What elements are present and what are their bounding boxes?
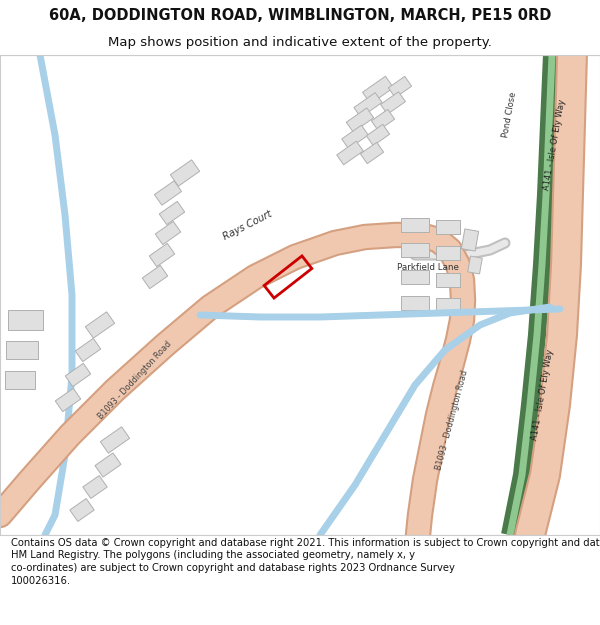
Polygon shape [354,92,382,118]
Polygon shape [149,243,175,267]
Polygon shape [362,76,394,104]
Polygon shape [371,109,395,131]
Text: Contains OS data © Crown copyright and database right 2021. This information is : Contains OS data © Crown copyright and d… [11,538,600,586]
Polygon shape [100,427,130,453]
Polygon shape [83,476,107,499]
Polygon shape [346,108,374,132]
Polygon shape [361,142,383,164]
Polygon shape [401,243,429,257]
Polygon shape [159,201,185,224]
Polygon shape [155,221,181,244]
Polygon shape [436,298,460,312]
Polygon shape [436,273,460,287]
Polygon shape [380,92,406,114]
Polygon shape [468,256,482,274]
Polygon shape [436,220,460,234]
Polygon shape [367,124,389,146]
Polygon shape [142,266,168,289]
Polygon shape [461,229,479,251]
Text: A141 - Isle Of Ely Way: A141 - Isle Of Ely Way [530,349,556,441]
Polygon shape [65,363,91,387]
Polygon shape [401,270,429,284]
Text: B1093 - Doddington Road: B1093 - Doddington Road [97,339,173,421]
Polygon shape [6,341,38,359]
Polygon shape [70,499,94,521]
Polygon shape [401,218,429,232]
Polygon shape [75,338,101,362]
Text: Map shows position and indicative extent of the property.: Map shows position and indicative extent… [108,36,492,49]
Text: A141 - Isle Of Ely Way: A141 - Isle Of Ely Way [542,99,568,191]
Text: Rays Court: Rays Court [222,208,274,242]
Polygon shape [388,76,412,98]
Polygon shape [7,310,43,330]
Polygon shape [342,125,368,149]
Polygon shape [55,388,81,412]
Polygon shape [337,141,363,165]
Polygon shape [401,296,429,310]
Text: Parkfield Lane: Parkfield Lane [397,262,459,271]
Polygon shape [5,371,35,389]
Text: 60A, DODDINGTON ROAD, WIMBLINGTON, MARCH, PE15 0RD: 60A, DODDINGTON ROAD, WIMBLINGTON, MARCH… [49,8,551,23]
Polygon shape [436,246,460,260]
Text: B1093 - Doddington Road: B1093 - Doddington Road [434,369,470,471]
Polygon shape [85,312,115,338]
Polygon shape [170,160,200,186]
Polygon shape [154,181,182,205]
Text: Pond Close: Pond Close [502,91,518,139]
Polygon shape [95,453,121,477]
